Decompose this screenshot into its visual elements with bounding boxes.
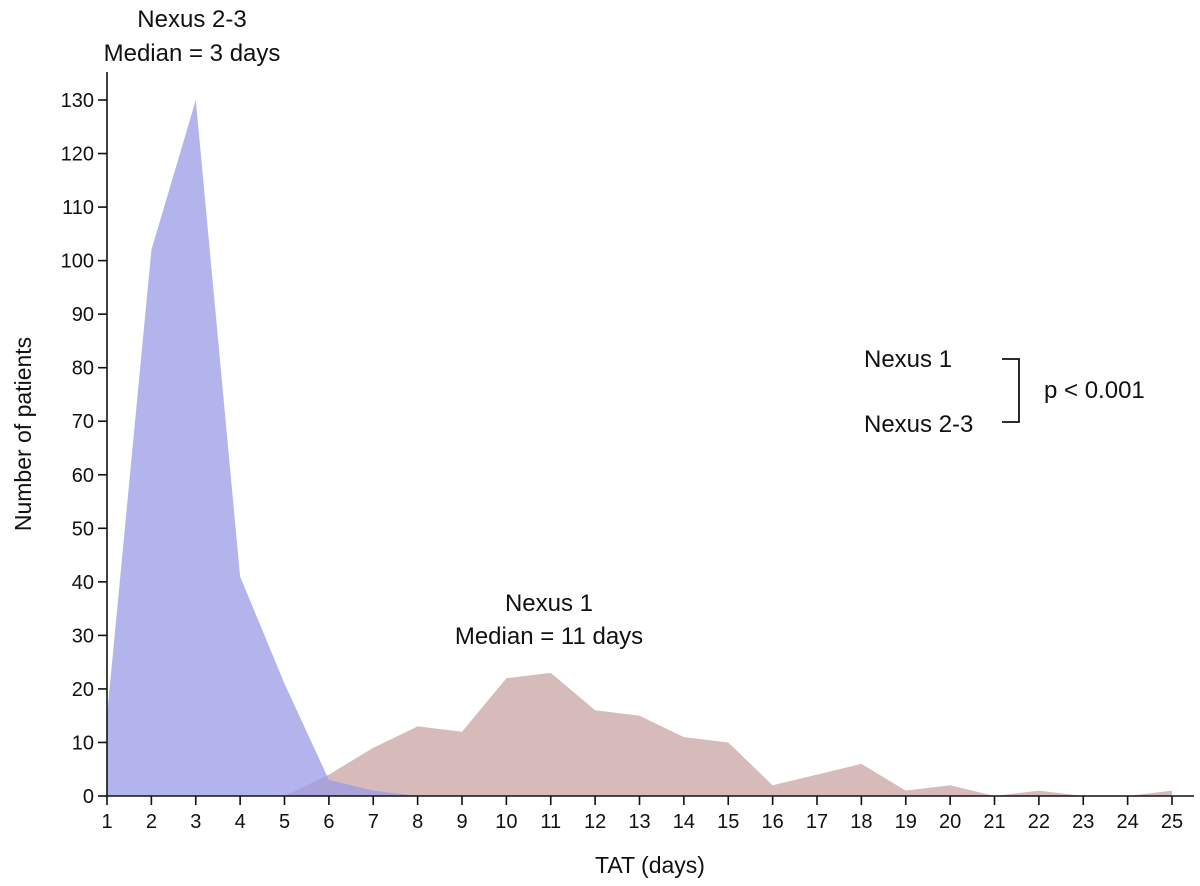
x-tick-label: 20	[939, 811, 961, 833]
annotation-nexus23-median: Median = 3 days	[104, 40, 281, 67]
x-tick-label: 1	[101, 811, 112, 833]
x-tick-label: 5	[279, 811, 290, 833]
x-axis-title: TAT (days)	[595, 852, 705, 878]
x-ticks: 1 2 3 4 5 6 7 8 9 10 11 12 13 14 15 16 17 18 19 20 21 22 23 24 2…	[101, 796, 1183, 833]
x-tick-label: 25	[1161, 811, 1183, 833]
x-tick-label: 3	[190, 811, 201, 833]
y-tick-label: 60	[72, 465, 94, 487]
x-tick-label: 7	[368, 811, 379, 833]
area-layer	[107, 100, 1172, 796]
x-tick-label: 22	[1028, 811, 1050, 833]
x-tick-label: 12	[584, 811, 606, 833]
x-tick-label: 18	[850, 811, 872, 833]
x-tick-label: 13	[628, 811, 650, 833]
y-tick-label: 130	[61, 90, 94, 112]
y-ticks: 0 10 20 30 40 50 60 70 80 90 100 110 120 130	[61, 90, 107, 808]
y-tick-label: 40	[72, 572, 94, 594]
y-tick-label: 0	[83, 786, 94, 808]
annotation-nexus23-title: Nexus 2-3	[137, 6, 246, 33]
y-tick-label: 30	[72, 625, 94, 647]
y-tick-label: 90	[72, 304, 94, 326]
x-tick-label: 19	[895, 811, 917, 833]
x-tick-label: 10	[495, 811, 517, 833]
bracket-label-nexus23: Nexus 2-3	[864, 411, 973, 438]
x-tick-label: 6	[323, 811, 334, 833]
annotation-nexus1-title: Nexus 1	[505, 590, 593, 617]
bracket-label-nexus1: Nexus 1	[864, 346, 952, 373]
x-tick-label: 17	[806, 811, 828, 833]
significance-bracket	[1002, 358, 1020, 423]
x-tick-label: 2	[146, 811, 157, 833]
annotation-nexus1-median: Median = 11 days	[455, 623, 643, 650]
y-tick-label: 10	[72, 732, 94, 754]
y-tick-label: 70	[72, 411, 94, 433]
x-tick-label: 14	[673, 811, 695, 833]
y-tick-label: 50	[72, 518, 94, 540]
p-value-label: p < 0.001	[1044, 377, 1145, 404]
x-tick-label: 23	[1072, 811, 1094, 833]
x-tick-label: 11	[540, 811, 561, 833]
x-tick-label: 9	[456, 811, 467, 833]
area-series-nexus-1	[107, 672, 1172, 796]
x-tick-label: 15	[717, 811, 739, 833]
x-tick-label: 16	[762, 811, 784, 833]
x-tick-label: 21	[983, 811, 1005, 833]
x-tick-label: 8	[412, 811, 423, 833]
y-tick-label: 110	[62, 197, 94, 219]
area-series-nexus-2-3	[107, 100, 1172, 796]
x-tick-label: 4	[235, 811, 246, 833]
y-tick-label: 100	[61, 251, 94, 273]
axes	[106, 72, 1194, 797]
y-tick-label: 80	[72, 358, 94, 380]
y-tick-label: 20	[72, 679, 94, 701]
x-tick-label: 24	[1117, 811, 1139, 833]
y-tick-label: 120	[61, 144, 94, 166]
y-axis-title: Number of patients	[10, 337, 36, 531]
